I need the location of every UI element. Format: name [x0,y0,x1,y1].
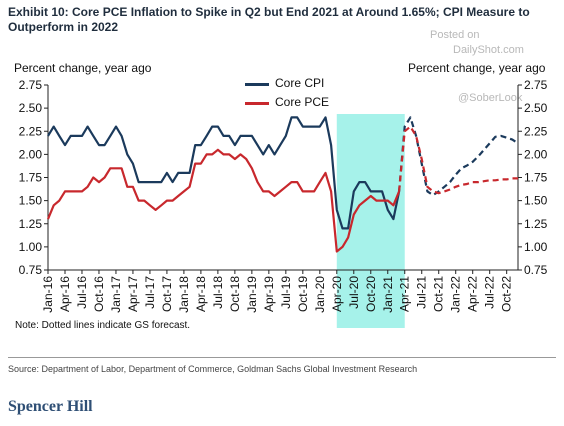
x-tick-label: Jul-19 [279,276,293,309]
legend-swatch-core-cpi [245,83,269,86]
x-tick-label: Apr-18 [194,276,208,312]
x-tick-label: Apr-22 [466,276,480,312]
x-tick-label: Jul-16 [75,276,89,309]
x-tick-label: Apr-16 [58,276,72,312]
x-tick-label: Jan-21 [381,276,395,313]
x-tick-label: Jul-20 [347,276,361,309]
y-axis-label-left: Percent change, year ago [14,61,152,75]
x-tick-label: Oct-21 [432,276,446,312]
y-tick-label-left: 1.25 [19,217,43,231]
watermark-handle: @SoberLook [458,92,523,104]
y-tick-label-right: 1.75 [524,171,548,185]
x-tick-label: Jan-16 [41,276,55,313]
y-tick-label-right: 2.00 [524,147,548,161]
y-tick-label-left: 1.75 [19,171,43,185]
x-tick-label: Jan-17 [109,276,123,313]
x-tick-label: Oct-19 [296,276,310,312]
y-tick-label-right: 0.75 [524,263,548,277]
y-tick-label-right: 1.00 [524,240,548,254]
y-tick-label-left: 1.50 [19,194,43,208]
y-tick-label-left: 2.00 [19,147,43,161]
y-axis-label-right: Percent change, year ago [408,61,546,75]
legend-label-core-pce: Core PCE [275,95,330,109]
x-tick-label: Jan-22 [449,276,463,313]
source-text: Source: Department of Labor, Department … [8,364,418,374]
forecast-highlight-band [336,114,405,328]
y-tick-label-right: 1.25 [524,217,548,231]
x-tick-label: Jul-22 [483,276,497,309]
x-tick-label: Jul-18 [211,276,225,309]
y-tick-label-right: 2.50 [524,101,548,115]
x-tick-label: Oct-16 [92,276,106,312]
chart-title: Exhibit 10: Core PCE Inflation to Spike … [8,5,530,34]
watermark-posted-on: Posted on [430,29,480,41]
series-line-core-pce-dashed [398,125,518,195]
y-tick-label-left: 1.00 [19,240,43,254]
legend-swatch-core-pce [245,102,269,105]
footer-divider [8,357,556,358]
y-tick-label-right: 2.75 [524,78,548,92]
series-line-core-cpi-dashed [398,116,519,197]
x-tick-label: Jan-20 [313,276,327,313]
y-tick-label-right: 1.50 [524,194,548,208]
x-tick-label: Apr-19 [262,276,276,312]
y-tick-label-left: 2.75 [19,78,43,92]
x-tick-label: Jan-19 [245,276,259,313]
y-tick-label-left: 2.50 [19,101,43,115]
x-tick-label: Oct-18 [228,276,242,312]
x-tick-label: Oct-17 [160,276,174,312]
legend-label-core-cpi: Core CPI [275,76,325,90]
y-tick-label-left: 0.75 [19,263,43,277]
x-tick-label: Apr-21 [398,276,412,312]
series-line-core-cpi-solid [47,116,401,230]
x-tick-label: Jul-21 [415,276,429,309]
x-tick-label: Apr-17 [126,276,140,312]
watermark-site: DailyShot.com [453,44,524,56]
x-tick-label: Jul-17 [143,276,157,309]
y-tick-label-left: 2.25 [19,124,43,138]
series-line-core-pce-solid [46,148,401,253]
x-tick-label: Oct-20 [364,276,378,312]
forecast-note: Note: Dotted lines indicate GS forecast. [15,320,191,331]
x-tick-label: Oct-22 [500,276,514,312]
x-tick-label: Jan-18 [177,276,191,313]
author-signature: Spencer Hill [8,398,93,415]
x-tick-label: Apr-20 [330,276,344,312]
y-tick-label-right: 2.25 [524,124,548,138]
